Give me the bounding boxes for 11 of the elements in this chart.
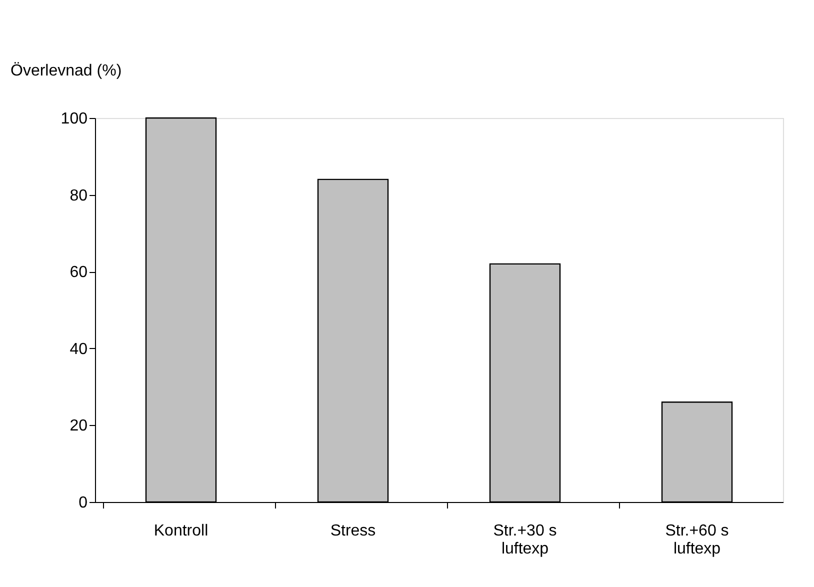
y-tick-label: 20 — [70, 418, 88, 435]
y-tick-label: 100 — [60, 110, 88, 128]
y-tick-label: 60 — [70, 264, 88, 282]
x-tick-label: Stress — [330, 522, 376, 540]
y-tick-label: 80 — [70, 187, 88, 204]
y-tick-label: 40 — [70, 340, 88, 358]
x-tick-label: Str.+30 s luftexp — [493, 522, 557, 558]
y-tick-label: 0 — [78, 494, 88, 512]
x-tick-label: Str.+60 s luftexp — [665, 522, 729, 558]
x-tick-label: Kontroll — [154, 522, 208, 540]
y-axis-title: Överlevnad (%) — [10, 62, 122, 80]
